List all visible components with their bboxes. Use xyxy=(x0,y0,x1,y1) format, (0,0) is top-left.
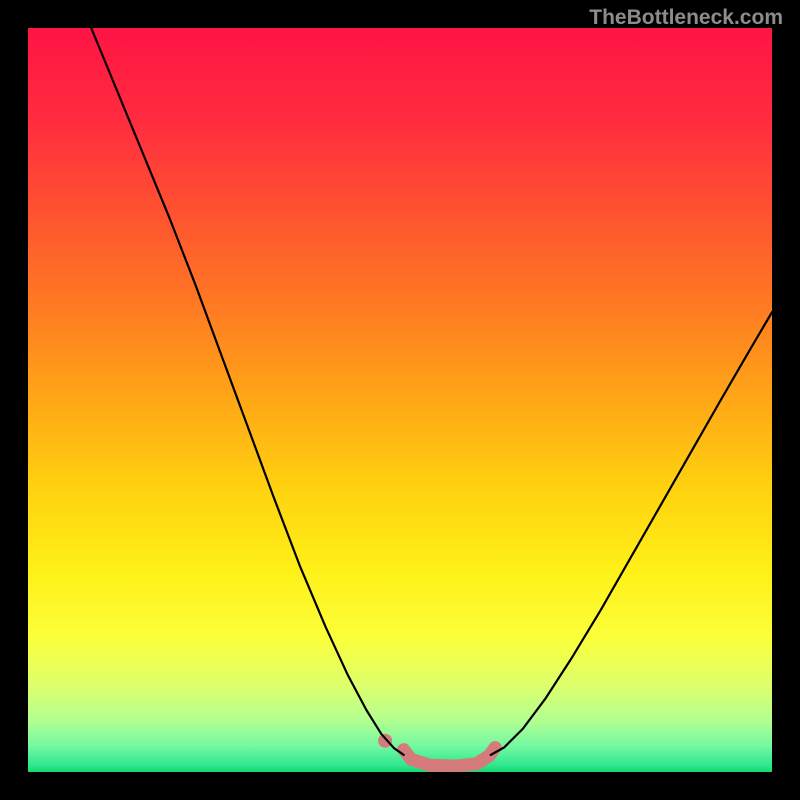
valley-marker xyxy=(378,734,392,748)
bottleneck-chart xyxy=(28,28,772,772)
watermark-text: TheBottleneck.com xyxy=(589,6,783,30)
gradient-background xyxy=(28,28,772,772)
chart-stage: TheBottleneck.com xyxy=(0,0,800,800)
